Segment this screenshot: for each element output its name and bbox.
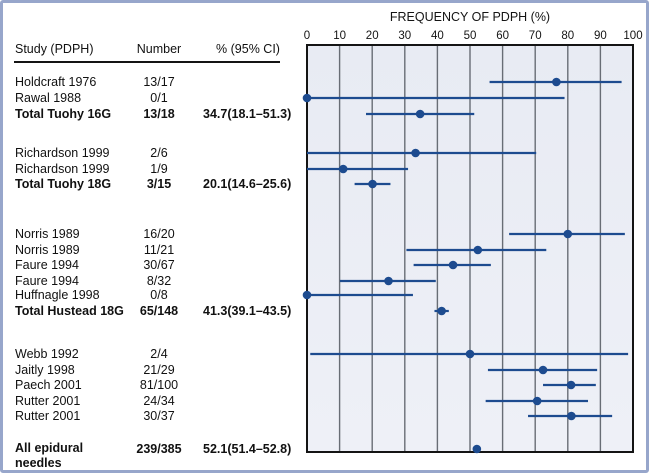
x-tick-label: 60	[496, 30, 509, 42]
table-header-rule	[14, 61, 280, 63]
study-label: Faure 1994	[15, 258, 79, 272]
point-marker	[567, 411, 576, 421]
x-axis-tick-labels: 0 10 20 30 40 50 60 70 80 90 100	[304, 30, 643, 42]
number-value: 13/18	[143, 107, 175, 121]
point-marker	[473, 245, 483, 255]
point-marker	[563, 229, 573, 239]
number-value: 0/1	[150, 91, 168, 105]
x-tick-label: 30	[398, 30, 411, 42]
number-value: 24/34	[143, 394, 175, 408]
gridlines	[338, 45, 602, 452]
study-label: Rutter 2001	[15, 409, 81, 423]
column-header-ci: % (95% CI)	[216, 42, 280, 56]
number-value: 65/148	[139, 304, 179, 318]
number-value: 30/37	[143, 409, 175, 423]
x-tick-label: 40	[431, 30, 444, 42]
point-marker	[415, 109, 425, 119]
ci-value: 41.3(39.1–43.5)	[203, 304, 292, 318]
number-value: 239/385	[136, 442, 182, 456]
column-header-number: Number	[136, 42, 182, 56]
number-value: 0/8	[150, 288, 168, 302]
point-marker	[532, 396, 542, 406]
ci-value: 20.1(14.6–25.6)	[203, 177, 292, 191]
x-tick-label: 70	[529, 30, 542, 42]
study-label: Jaitly 1998	[15, 363, 75, 377]
number-value: 1/9	[150, 162, 168, 176]
study-label: Total Hustead 18G	[15, 304, 124, 318]
study-label: All epidural needles	[15, 441, 84, 470]
x-tick-label: 10	[333, 30, 346, 42]
point-marker	[465, 349, 475, 359]
number-value: 2/4	[150, 347, 168, 361]
forest-plot: FREQUENCY OF PDPH (%) 0 10 20 30 40 50 60 70 80 9…	[302, 10, 643, 454]
ci-value: 34.7(18.1–51.3)	[203, 107, 292, 121]
point-marker	[384, 276, 393, 286]
number-value: 30/67	[143, 258, 175, 272]
point-marker	[302, 93, 312, 103]
x-tick-label: 90	[594, 30, 607, 42]
number-value: 2/6	[150, 146, 168, 160]
column-header-study: Study (PDPH)	[15, 42, 94, 56]
point-marker	[411, 148, 420, 158]
x-tick-label: 20	[366, 30, 379, 42]
ci-rows	[302, 77, 629, 454]
point-marker	[302, 290, 312, 300]
study-label: Norris 1989	[15, 243, 80, 257]
study-label: Paech 2001	[15, 378, 82, 392]
plot-border	[306, 44, 634, 453]
point-marker	[338, 164, 348, 174]
number-value: 3/15	[146, 177, 172, 191]
point-marker	[566, 380, 576, 390]
study-label: Rawal 1988	[15, 91, 82, 105]
point-marker	[538, 365, 548, 375]
point-marker	[472, 444, 482, 454]
x-axis-title: FREQUENCY OF PDPH (%)	[390, 10, 550, 24]
study-label: Norris 1989	[15, 227, 80, 241]
study-label: Holdcraft 1976	[15, 75, 97, 89]
point-marker	[437, 306, 446, 316]
ci-value: 52.1(51.4–52.8)	[203, 442, 292, 456]
study-label: Faure 1994	[15, 274, 79, 288]
study-label: Richardson 1999	[15, 146, 110, 160]
point-marker	[448, 260, 458, 270]
number-value: 8/32	[146, 274, 172, 288]
study-label: Total Tuohy 18G	[15, 177, 112, 191]
number-value: 16/20	[143, 227, 175, 241]
x-tick-label: 50	[464, 30, 477, 42]
number-value: 21/29	[143, 363, 175, 377]
study-label: Total Tuohy 16G	[15, 107, 112, 121]
x-tick-label: 100	[623, 30, 642, 42]
study-label: Huffnagle 1998	[15, 288, 100, 302]
number-value: 13/17	[143, 75, 175, 89]
study-label: Webb 1992	[15, 347, 79, 361]
x-tick-label: 0	[304, 30, 310, 42]
study-label: Rutter 2001	[15, 394, 81, 408]
number-value: 81/100	[139, 378, 179, 392]
point-marker	[552, 77, 561, 87]
x-tick-label: 80	[561, 30, 574, 42]
number-value: 11/21	[143, 243, 175, 257]
study-label: Richardson 1999	[15, 162, 110, 176]
point-marker	[368, 179, 377, 189]
